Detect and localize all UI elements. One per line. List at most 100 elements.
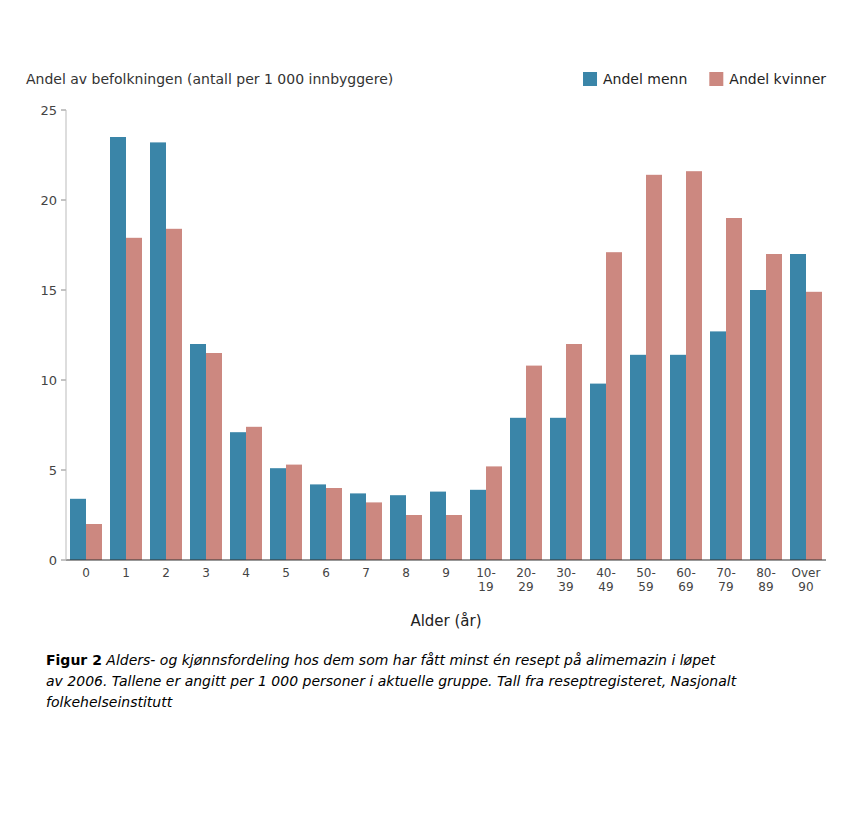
bar [430,492,446,560]
bar [790,254,806,560]
x-tick-label-line: 70- [716,566,736,580]
bar [366,502,382,560]
legend-swatch [583,72,597,86]
y-tick [61,470,66,471]
y-tick-label: 0 [49,553,57,568]
bar [470,490,486,560]
chart: Andel av befolkningen (antall per 1 000 … [0,0,846,640]
bar [710,331,726,560]
x-tick-label-line: 4 [242,566,250,580]
x-tick-label-line: 9 [442,566,450,580]
bar [270,468,286,560]
bar [246,427,262,560]
y-tick [61,110,66,111]
bar [526,366,542,560]
figure: Andel av befolkningen (antall per 1 000 … [0,0,846,824]
bar [566,344,582,560]
x-axis-label: Alder (år) [410,612,481,630]
bar [510,418,526,560]
x-tick-label-line: 20- [516,566,536,580]
bar [606,252,622,560]
x-tick-label: 60-69 [676,566,696,594]
bar [166,229,182,560]
bar [750,290,766,560]
legend: Andel kvinner Andel menn [583,71,826,87]
y-tick [61,290,66,291]
x-tick-label: 20-29 [516,566,536,594]
x-tick-label-line: 49 [598,580,613,594]
bar [550,418,566,560]
x-tick-label-line: 19 [478,580,493,594]
x-tick-label-line: 30- [556,566,576,580]
bar [110,137,126,560]
caption-label: Figur 2 [46,652,102,668]
x-tick-label: 50-59 [636,566,656,594]
x-tick-label: 4 [242,566,250,580]
legend-label: Andel menn [603,71,687,87]
x-tick-label-line: 3 [202,566,210,580]
x-tick-label-line: 60- [676,566,696,580]
caption: Figur 2 Alders- og kjønnsfordeling hos d… [46,650,826,713]
legend-label: Andel kvinner [729,71,826,87]
bar [766,254,782,560]
x-tick-label-line: 50- [636,566,656,580]
x-tick-label-line: 6 [322,566,330,580]
x-tick-label: 40-49 [596,566,616,594]
x-tick-label-line: 59 [638,580,653,594]
legend-swatch [709,72,723,86]
x-tick-label: 30-39 [556,566,576,594]
bar [686,171,702,560]
bar [150,142,166,560]
bar [646,175,662,560]
bar [590,384,606,560]
y-tick [61,560,66,561]
caption-text: Alders- og kjønnsfordeling hos dem som h… [46,652,736,710]
x-tick-label: 8 [402,566,410,580]
x-tick-label-line: 1 [122,566,130,580]
x-tick-label-line: 8 [402,566,410,580]
y-axis-line [66,110,67,560]
bar [390,495,406,560]
bar [350,493,366,560]
x-tick-label: 7 [362,566,370,580]
y-tick [61,380,66,381]
x-tick-label-line: 90 [798,580,813,594]
x-tick-label-line: 10- [476,566,496,580]
x-tick-label: 9 [442,566,450,580]
bar [726,218,742,560]
bar [326,488,342,560]
bar [286,465,302,560]
y-tick-label: 20 [40,193,57,208]
x-tick-label-line: 69 [678,580,693,594]
x-tick-label-line: 2 [162,566,170,580]
bar [206,353,222,560]
bar [486,466,502,560]
bar [670,355,686,560]
x-tick-label: 2 [162,566,170,580]
y-axis-label: Andel av befolkningen (antall per 1 000 … [26,71,393,87]
x-tick-label: 5 [282,566,290,580]
x-tick-label-line: Over [792,566,821,580]
x-tick-label-line: 29 [518,580,533,594]
x-tick-label-line: 79 [718,580,733,594]
x-tick-label-line: 80- [756,566,776,580]
y-tick [61,200,66,201]
y-tick-label: 15 [40,283,57,298]
y-tick-label: 10 [40,373,57,388]
x-tick-label-line: 40- [596,566,616,580]
bar [310,484,326,560]
bar [630,355,646,560]
y-tick-label: 25 [40,103,57,118]
bar [230,432,246,560]
bar [190,344,206,560]
x-tick-label-line: 5 [282,566,290,580]
x-tick-label: 10-19 [476,566,496,594]
x-tick-label-line: 39 [558,580,573,594]
bar [126,238,142,560]
x-tick-label-line: 7 [362,566,370,580]
x-tick-label: 3 [202,566,210,580]
bar [406,515,422,560]
y-tick-label: 5 [49,463,57,478]
x-tick-label: 6 [322,566,330,580]
x-tick-label: Over90 [792,566,821,594]
